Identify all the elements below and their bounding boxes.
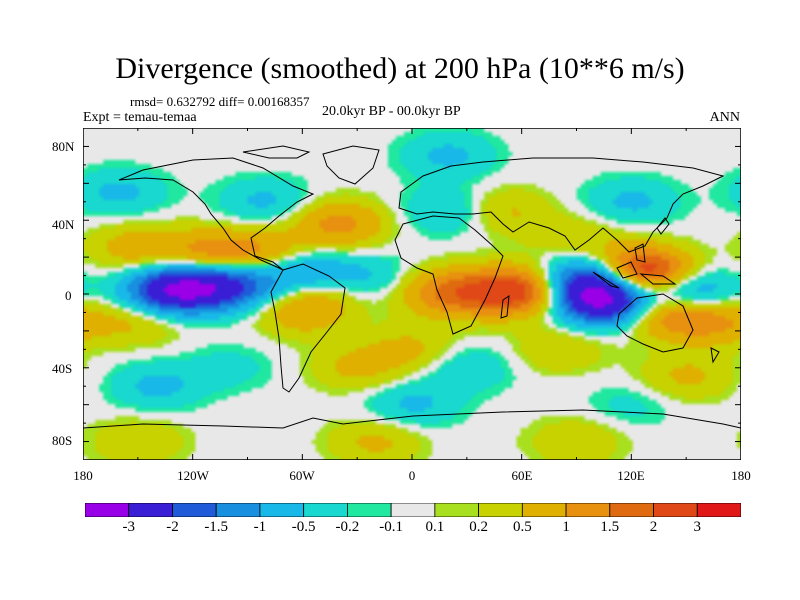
colorbar-swatch [128,503,173,517]
lat-label-40n: 40N [52,217,75,232]
colorbar-swatch [653,503,698,517]
colorbar-label: 0.1 [425,519,445,535]
colorbar-swatch [434,503,480,517]
lat-label-0: 0 [65,288,72,303]
lon-label-120e: 120E [617,468,645,483]
lat-label-80n: 80N [52,139,75,154]
colorbar-swatch [172,503,217,517]
colorbar-label: 3 [693,519,702,535]
colorbar [85,503,741,517]
colorbar-swatch [215,503,261,517]
colorbar-label: 0.5 [512,519,532,535]
lon-label-180w: 180 [73,468,93,483]
colorbar-label: -0.1 [379,519,403,535]
colorbar-swatch [609,503,654,517]
lon-label-60w: 60W [289,468,315,483]
experiment-label: Expt = temau-temaa [83,110,197,125]
colorbar-swatch [390,503,436,517]
colorbar-swatch [696,503,741,517]
colorbar-label: 1.5 [600,519,620,535]
axis-ticks [83,128,741,460]
lon-label-60e: 60E [511,468,533,483]
colorbar-label: -0.2 [335,519,360,535]
divergence-field [83,128,741,460]
coastlines [83,145,741,429]
colorbar-label: -2 [166,519,179,535]
plot-title: Divergence (smoothed) at 200 hPa (10**6 … [115,52,685,85]
lat-label-40s: 40S [52,361,73,376]
colorbar-swatch [259,503,305,517]
stats-text: rmsd= 0.632792 diff= 0.00168357 [130,94,310,109]
lat-label-80s: 80S [52,433,73,448]
colorbar-swatch [521,503,567,517]
colorbar-label: 2 [649,519,658,535]
colorbar-swatch [565,503,611,517]
colorbar-label: -1 [253,519,267,535]
colorbar-label: -0.5 [291,519,316,535]
divergence-map [83,128,741,460]
colorbar-swatch [85,503,130,517]
colorbar-label: -1.5 [204,519,229,535]
period-label: 20.0kyr BP - 00.0kyr BP [322,104,461,119]
season-label: ANN [709,110,740,125]
lon-label-180e: 180 [731,468,751,483]
colorbar-label: -3 [122,519,135,535]
colorbar-label: 1 [562,519,570,535]
lon-label-120w: 120W [177,468,209,483]
colorbar-label: 0.2 [469,519,488,535]
colorbar-swatch [303,503,348,517]
colorbar-swatch [346,503,392,517]
lon-label-0: 0 [408,468,416,483]
colorbar-swatch [478,503,523,517]
